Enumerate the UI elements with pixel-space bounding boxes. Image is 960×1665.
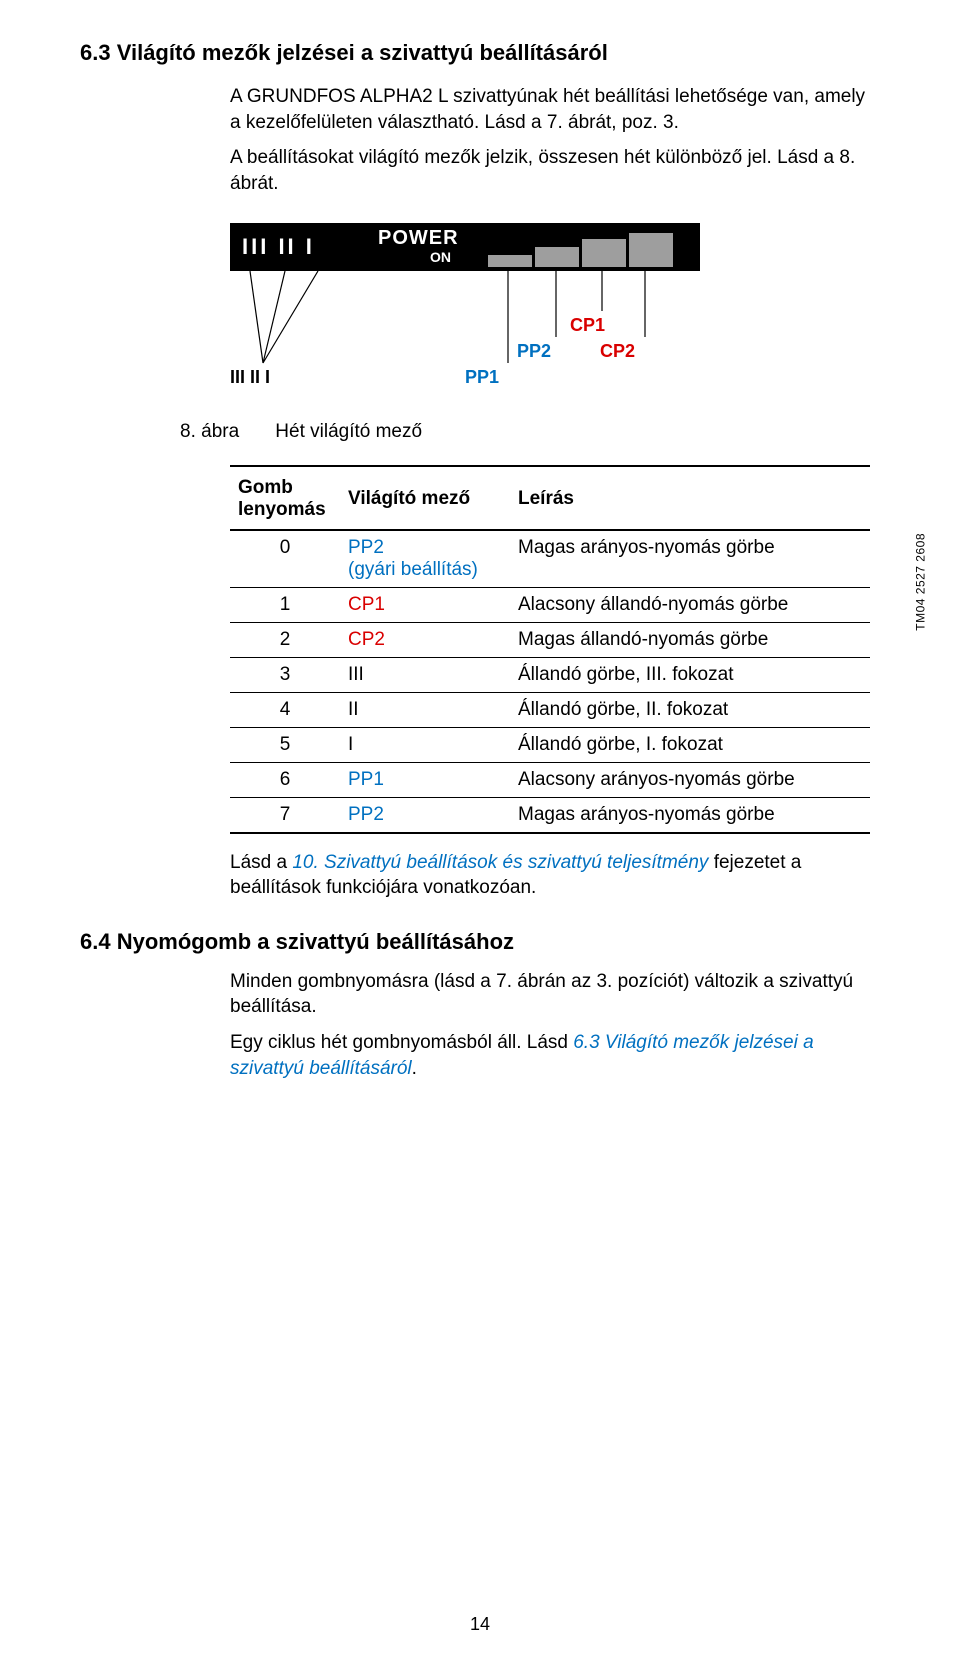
power-bar-marks: III II I — [230, 234, 315, 260]
cell-field: CP2 — [340, 622, 510, 657]
th-leiras: Leírás — [510, 466, 870, 530]
power-figure: III II I POWER ON III II I PP1 PP2 CP1 C… — [230, 223, 880, 411]
power-label: POWER — [378, 227, 459, 250]
cell-field: PP2 (gyári beállítás) — [340, 530, 510, 588]
figure-code: TM04 2527 2608 — [914, 533, 928, 631]
section1-para1: A GRUNDFOS ALPHA2 L szivattyúnak hét beá… — [230, 84, 880, 135]
signal-bar-2 — [535, 247, 579, 267]
table-row: 0PP2 (gyári beállítás)Magas arányos-nyom… — [230, 530, 870, 588]
cell-field: CP1 — [340, 587, 510, 622]
cell-desc: Állandó görbe, III. fokozat — [510, 657, 870, 692]
table-row: 7PP2Magas arányos-nyomás görbe — [230, 797, 870, 833]
page-number: 14 — [0, 1614, 960, 1635]
after-table-text: Lásd a 10. Szivattyú beállítások és sziv… — [230, 850, 880, 901]
signal-bars — [488, 233, 673, 267]
section-heading-6-4: 6.4 Nyomógomb a szivattyú beállításához — [80, 929, 880, 955]
after-table-pre: Lásd a — [230, 852, 292, 873]
cell-n: 3 — [230, 657, 340, 692]
cell-field: II — [340, 692, 510, 727]
cell-n: 4 — [230, 692, 340, 727]
leader-label-pp2: PP2 — [517, 341, 551, 362]
cell-field: III — [340, 657, 510, 692]
section2-para2: Egy ciklus hét gombnyomásból áll. Lásd 6… — [230, 1030, 880, 1081]
leader-label-cp2: CP2 — [600, 341, 635, 362]
settings-table: Gomb lenyomás Világító mező Leírás 0PP2 … — [230, 465, 870, 834]
after-table-link: 10. Szivattyú beállítások és szivattyú t… — [292, 852, 708, 873]
cell-n: 7 — [230, 797, 340, 833]
signal-bar-4 — [629, 233, 673, 267]
cell-n: 6 — [230, 762, 340, 797]
table-row: 3IIIÁllandó görbe, III. fokozat — [230, 657, 870, 692]
leader-label-iii: III II I — [230, 367, 270, 388]
cell-n: 2 — [230, 622, 340, 657]
table-row: 2CP2Magas állandó-nyomás görbe — [230, 622, 870, 657]
cell-desc: Állandó görbe, II. fokozat — [510, 692, 870, 727]
leader-label-cp1: CP1 — [570, 315, 605, 336]
cell-desc: Magas állandó-nyomás görbe — [510, 622, 870, 657]
th-vilagito: Világító mező — [340, 466, 510, 530]
cell-n: 0 — [230, 530, 340, 588]
table-row: 4IIÁllandó görbe, II. fokozat — [230, 692, 870, 727]
cell-desc: Magas arányos-nyomás görbe — [510, 797, 870, 833]
leader-label-pp1: PP1 — [465, 367, 499, 388]
cell-desc: Alacsony állandó-nyomás görbe — [510, 587, 870, 622]
figure-8-number: 8. ábra — [180, 421, 270, 443]
cell-field: I — [340, 727, 510, 762]
cell-field: PP1 — [340, 762, 510, 797]
cell-field: PP2 — [340, 797, 510, 833]
table-row: 6PP1Alacsony arányos-nyomás görbe — [230, 762, 870, 797]
settings-table-wrap: Gomb lenyomás Világító mező Leírás 0PP2 … — [230, 465, 870, 834]
power-bar: III II I POWER ON — [230, 223, 700, 271]
leader-lines: III II I PP1 PP2 CP1 CP2 — [230, 271, 700, 411]
cell-desc: Magas arányos-nyomás görbe — [510, 530, 870, 588]
on-label: ON — [430, 249, 451, 265]
cell-desc: Állandó görbe, I. fokozat — [510, 727, 870, 762]
table-row: 1CP1Alacsony állandó-nyomás görbe — [230, 587, 870, 622]
section2-para2-post: . — [412, 1058, 417, 1079]
section2-para1: Minden gombnyomásra (lásd a 7. ábrán az … — [230, 969, 880, 1020]
section2-para2-pre: Egy ciklus hét gombnyomásból áll. Lásd — [230, 1032, 573, 1053]
th-gomb: Gomb lenyomás — [230, 466, 340, 530]
figure-8-caption: 8. ábra Hét világító mező — [180, 421, 880, 443]
cell-desc: Alacsony arányos-nyomás görbe — [510, 762, 870, 797]
signal-bar-1 — [488, 255, 532, 267]
cell-n: 5 — [230, 727, 340, 762]
cell-n: 1 — [230, 587, 340, 622]
table-row: 5IÁllandó görbe, I. fokozat — [230, 727, 870, 762]
figure-8-text: Hét világító mező — [275, 421, 422, 442]
section-heading-6-3: 6.3 Világító mezők jelzései a szivattyú … — [80, 40, 880, 66]
section1-para2: A beállításokat világító mezők jelzik, ö… — [230, 145, 880, 196]
signal-bar-3 — [582, 239, 626, 267]
